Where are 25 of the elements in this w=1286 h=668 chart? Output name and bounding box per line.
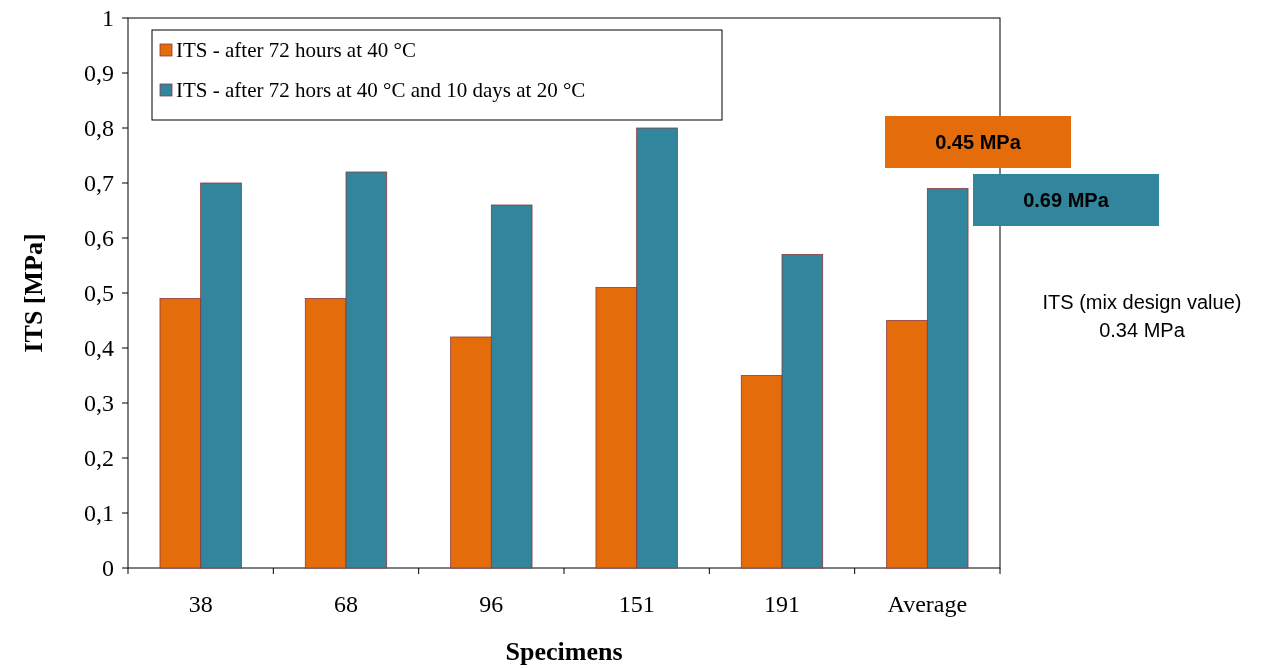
- y-tick-label: 0,8: [84, 115, 114, 142]
- callout-box: 0.69 MPa: [973, 174, 1159, 226]
- legend-label: ITS - after 72 hors at 40 °C and 10 days at 20 °C: [176, 78, 586, 103]
- x-tick-label: 191: [764, 591, 800, 617]
- y-tick-label: 0,5: [84, 280, 114, 307]
- x-axis-title: Specimens: [505, 637, 623, 666]
- y-axis-title: ITS [MPa]: [19, 233, 48, 353]
- annotation: 0.45 MPa: [935, 131, 1022, 153]
- callout-box: 0.45 MPa: [885, 116, 1071, 168]
- y-tick-label: 0,2: [84, 445, 114, 472]
- y-tick-label: 0,4: [84, 335, 114, 362]
- y-tick-label: 0,1: [84, 500, 114, 527]
- y-tick-label: 0: [102, 555, 114, 582]
- y-tick-label: 0,9: [84, 60, 114, 87]
- y-tick-label: 0,7: [84, 170, 114, 197]
- y-tick-label: 0,6: [84, 225, 114, 252]
- legend-label: ITS - after 72 hours at 40 °C: [176, 38, 416, 63]
- x-tick-label: 38: [188, 591, 213, 617]
- text: ITS (mix design value) 0.34 MPa: [1042, 291, 1242, 341]
- y-tick-label: 0,3: [84, 390, 114, 417]
- x-tick-label: 68: [334, 591, 358, 617]
- y-tick-label: 1: [102, 5, 114, 32]
- x-tick-label: 151: [618, 591, 655, 617]
- x-tick-label: 96: [479, 591, 504, 617]
- x-tick-label: Average: [887, 591, 968, 617]
